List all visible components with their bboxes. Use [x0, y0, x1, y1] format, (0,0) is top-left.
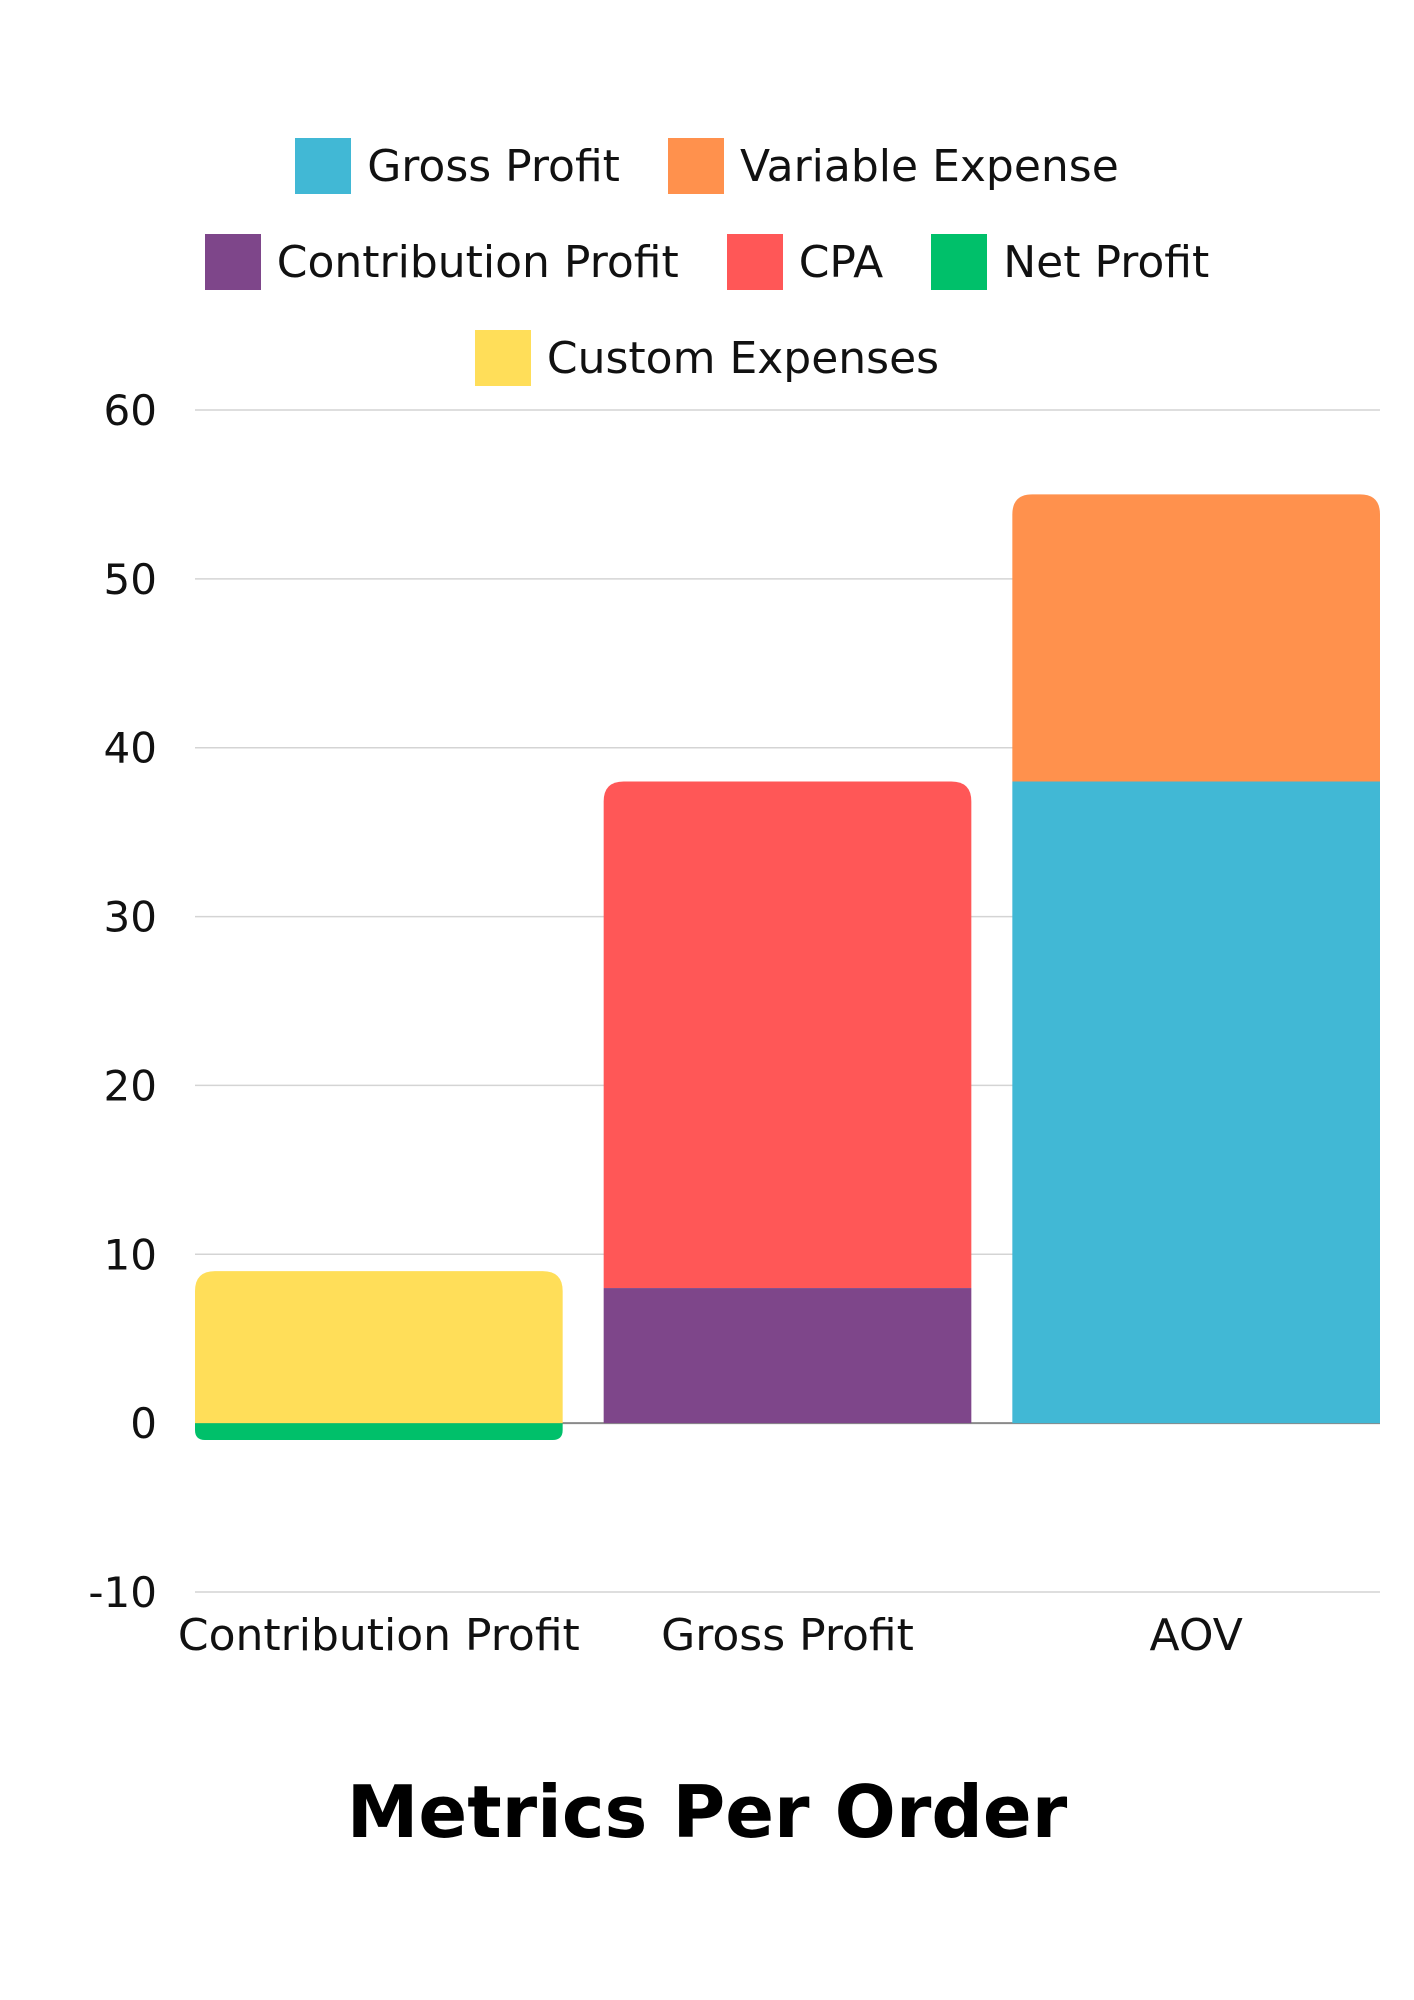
legend-label: Variable Expense — [739, 140, 1119, 192]
legend-label: CPA — [798, 236, 884, 288]
bar-cpa-gross-profit[interactable] — [603, 781, 972, 1289]
legend-item-contribution-profit[interactable]: Contribution Profit — [204, 234, 679, 290]
y-axis-ticks: 60 50 40 30 20 10 0 -10 — [88, 386, 157, 1617]
bars — [195, 494, 1380, 1441]
legend-row-2: Contribution Profit CPA Net Profit — [0, 214, 1414, 310]
legend-swatch — [726, 234, 783, 290]
legend-item-custom-expenses[interactable]: Custom Expenses — [474, 330, 940, 386]
bar-contribution-profit-gross-profit[interactable] — [603, 1288, 972, 1424]
bar-variable-expense-aov[interactable] — [1012, 494, 1380, 782]
y-tick-label: 60 — [104, 386, 157, 435]
y-tick-label: 20 — [104, 1061, 157, 1110]
legend-swatch — [667, 138, 724, 194]
y-tick-label: 0 — [130, 1399, 157, 1448]
x-axis-ticks: Contribution Profit Gross Profit AOV — [178, 1610, 1243, 1661]
y-tick-label: 50 — [104, 555, 157, 604]
y-tick-label: 40 — [104, 724, 157, 773]
legend-swatch — [931, 234, 988, 290]
y-tick-label: 10 — [104, 1230, 157, 1279]
legend-label: Contribution Profit — [276, 236, 679, 288]
chart-title: Metrics Per Order — [346, 1770, 1068, 1854]
legend-item-variable-expense[interactable]: Variable Expense — [667, 138, 1119, 194]
legend-label: Net Profit — [1003, 236, 1210, 288]
legend-row-3: Custom Expenses — [0, 310, 1414, 406]
legend-swatch — [295, 138, 352, 194]
x-tick-label: Contribution Profit — [178, 1610, 580, 1661]
legend: Gross Profit Variable Expense Contributi… — [0, 118, 1414, 406]
bar-net-profit-contribution-profit[interactable] — [195, 1423, 563, 1441]
legend-item-cpa[interactable]: CPA — [726, 234, 884, 290]
legend-row-1: Gross Profit Variable Expense — [0, 118, 1414, 214]
x-tick-label: Gross Profit — [661, 1610, 914, 1661]
x-tick-label: AOV — [1150, 1610, 1243, 1661]
legend-label: Custom Expenses — [546, 332, 940, 384]
legend-swatch — [204, 234, 261, 290]
legend-item-gross-profit[interactable]: Gross Profit — [295, 138, 620, 194]
legend-label: Gross Profit — [367, 140, 620, 192]
bar-gross-profit-aov[interactable] — [1012, 781, 1380, 1424]
y-tick-label: 30 — [104, 893, 157, 942]
bar-custom-expenses-contribution-profit[interactable] — [195, 1271, 563, 1424]
y-tick-label: -10 — [88, 1568, 157, 1617]
legend-item-net-profit[interactable]: Net Profit — [931, 234, 1209, 290]
legend-swatch — [474, 330, 531, 386]
